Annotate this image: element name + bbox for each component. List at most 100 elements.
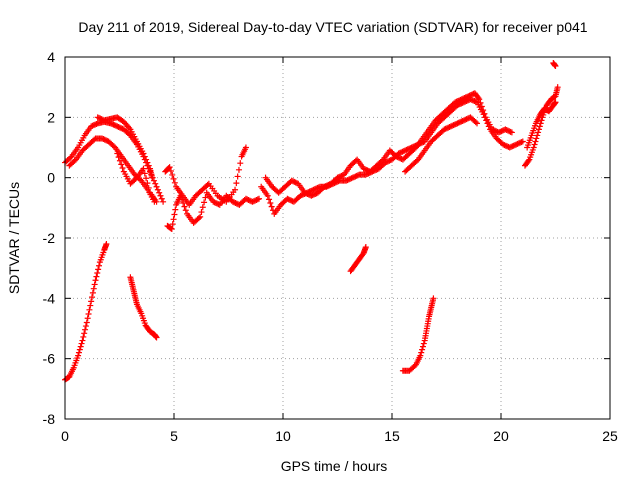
- data-point-arc-c: [500, 141, 507, 148]
- data-point-arc-c: [518, 139, 525, 146]
- data-point-arc-c-upper: [460, 95, 467, 102]
- x-tick-label: 25: [602, 428, 618, 444]
- data-point-arc-c-upper: [337, 173, 344, 180]
- data-point-arc-a-mid: [153, 198, 160, 205]
- data-point-drop-a: [88, 298, 95, 305]
- data-point-arc-a-mid: [119, 165, 126, 172]
- data-point-arc-a-lower: [91, 136, 98, 143]
- data-point-arc-a-mid: [132, 175, 139, 182]
- data-point-arc-c-mid: [459, 117, 466, 124]
- data-point-arc-c-mid: [454, 120, 461, 127]
- data-point-arc-c: [472, 98, 479, 105]
- data-point-arc-d: [538, 117, 545, 124]
- data-point-arc-a-mid: [144, 180, 151, 187]
- data-point-arc-a-mid: [118, 161, 125, 168]
- data-point-arc-b-upper: [233, 180, 240, 187]
- data-point-drop-d: [411, 362, 418, 369]
- data-point-arc-c: [468, 96, 475, 103]
- data-point-arc-c: [513, 141, 520, 148]
- data-point-arc-a-main: [93, 120, 100, 127]
- data-point-drop-a: [75, 349, 82, 356]
- data-point-arc-c-upper: [498, 128, 505, 135]
- data-point-arc-b: [172, 206, 179, 213]
- data-point-arc-c-upper: [454, 98, 461, 105]
- data-point-arc-a-mid: [145, 184, 152, 191]
- plot-frame: [64, 56, 611, 420]
- data-point-arc-b: [199, 204, 206, 211]
- data-point-arc-c-upper: [365, 168, 372, 175]
- data-point-arc-c-upper: [360, 165, 367, 172]
- data-point-arc-a-main: [150, 177, 157, 184]
- data-point-arc-b: [212, 200, 219, 207]
- data-point-arc-b-upper: [232, 186, 239, 193]
- data-point-arc-c-upper: [453, 98, 460, 105]
- data-point-arc-c: [504, 143, 511, 150]
- data-point-drop-a: [77, 343, 84, 350]
- data-point-arc-c-upper: [398, 155, 405, 162]
- data-point-arc-c-upper: [490, 127, 497, 134]
- data-point-arc-a-main: [88, 123, 95, 130]
- data-point-arc-c: [285, 196, 292, 203]
- data-point-arc-a-mid: [141, 170, 148, 177]
- data-point-arc-a-main: [116, 124, 123, 131]
- data-point-arc-c-upper: [452, 99, 459, 106]
- data-point-arc-b-upper: [234, 173, 241, 180]
- x-tick-label: 10: [275, 428, 291, 444]
- data-point-arc-c-mid: [455, 119, 462, 126]
- data-point-arc-c-upper: [324, 182, 331, 189]
- x-tick-label: 20: [493, 428, 509, 444]
- data-point-arc-b: [170, 216, 177, 223]
- data-point-arc-c-upper: [499, 127, 506, 134]
- data-point-arc-c: [402, 147, 409, 154]
- data-point-arc-b: [182, 207, 189, 214]
- data-point-arc-b: [242, 195, 249, 202]
- data-point-arc-a-mid: [143, 175, 150, 182]
- data-point-arc-c-upper: [480, 107, 487, 114]
- data-point-arc-a-main: [109, 120, 116, 127]
- data-point-arc-c-mid: [443, 125, 450, 132]
- data-point-arc-c: [264, 192, 271, 199]
- data-point-arc-a-upper: [94, 114, 101, 121]
- data-point-arc-d: [525, 157, 532, 164]
- data-point-arc-c: [399, 148, 406, 155]
- data-point-arc-c-upper: [497, 128, 504, 135]
- data-point-arc-a-main: [160, 198, 167, 205]
- data-point-drop-a: [91, 281, 98, 288]
- data-point-arc-b: [169, 221, 176, 228]
- data-point-arc-b: [181, 203, 188, 210]
- data-point-arc-c-upper: [467, 92, 474, 99]
- data-point-drop-d: [419, 343, 426, 350]
- data-point-arc-c-upper: [292, 179, 299, 186]
- data-point-arc-c-upper: [321, 183, 328, 190]
- data-point-arc-c: [404, 146, 411, 153]
- data-point-arc-c-mid: [441, 126, 448, 133]
- data-point-arc-a-upper: [98, 116, 105, 123]
- data-point-arc-c-upper: [335, 174, 342, 181]
- data-point-drop-a: [92, 277, 99, 284]
- data-point-arc-b: [235, 201, 242, 208]
- data-point-arc-c: [510, 142, 517, 149]
- data-point-arc-c-upper: [475, 95, 482, 102]
- data-point-arc-c-mid: [453, 120, 460, 127]
- data-point-arc-c-upper: [457, 96, 464, 103]
- data-point-arc-a-main: [158, 195, 165, 202]
- data-point-arc-a-main: [153, 183, 160, 190]
- data-point-arc-b: [202, 194, 209, 201]
- data-point-arc-c: [506, 144, 513, 151]
- data-point-arc-c-upper: [290, 178, 297, 185]
- data-point-arc-d: [534, 132, 541, 139]
- data-point-arc-d: [532, 138, 539, 145]
- data-point-arc-a-mid: [114, 150, 121, 157]
- data-point-arc-b: [253, 196, 260, 203]
- data-point-arc-c-mid: [472, 119, 479, 126]
- data-point-drop-a: [78, 340, 85, 347]
- data-point-arc-c: [349, 174, 356, 181]
- data-point-arc-b: [244, 196, 251, 203]
- data-point-arc-c: [517, 139, 524, 146]
- x-tick-label: 5: [170, 428, 178, 444]
- data-point-arc-c-upper: [411, 145, 418, 152]
- data-point-arc-c-upper: [466, 92, 473, 99]
- data-point-arc-c-upper: [301, 189, 308, 196]
- data-point-arc-c-mid: [462, 116, 469, 123]
- data-point-arc-c-upper: [476, 96, 483, 103]
